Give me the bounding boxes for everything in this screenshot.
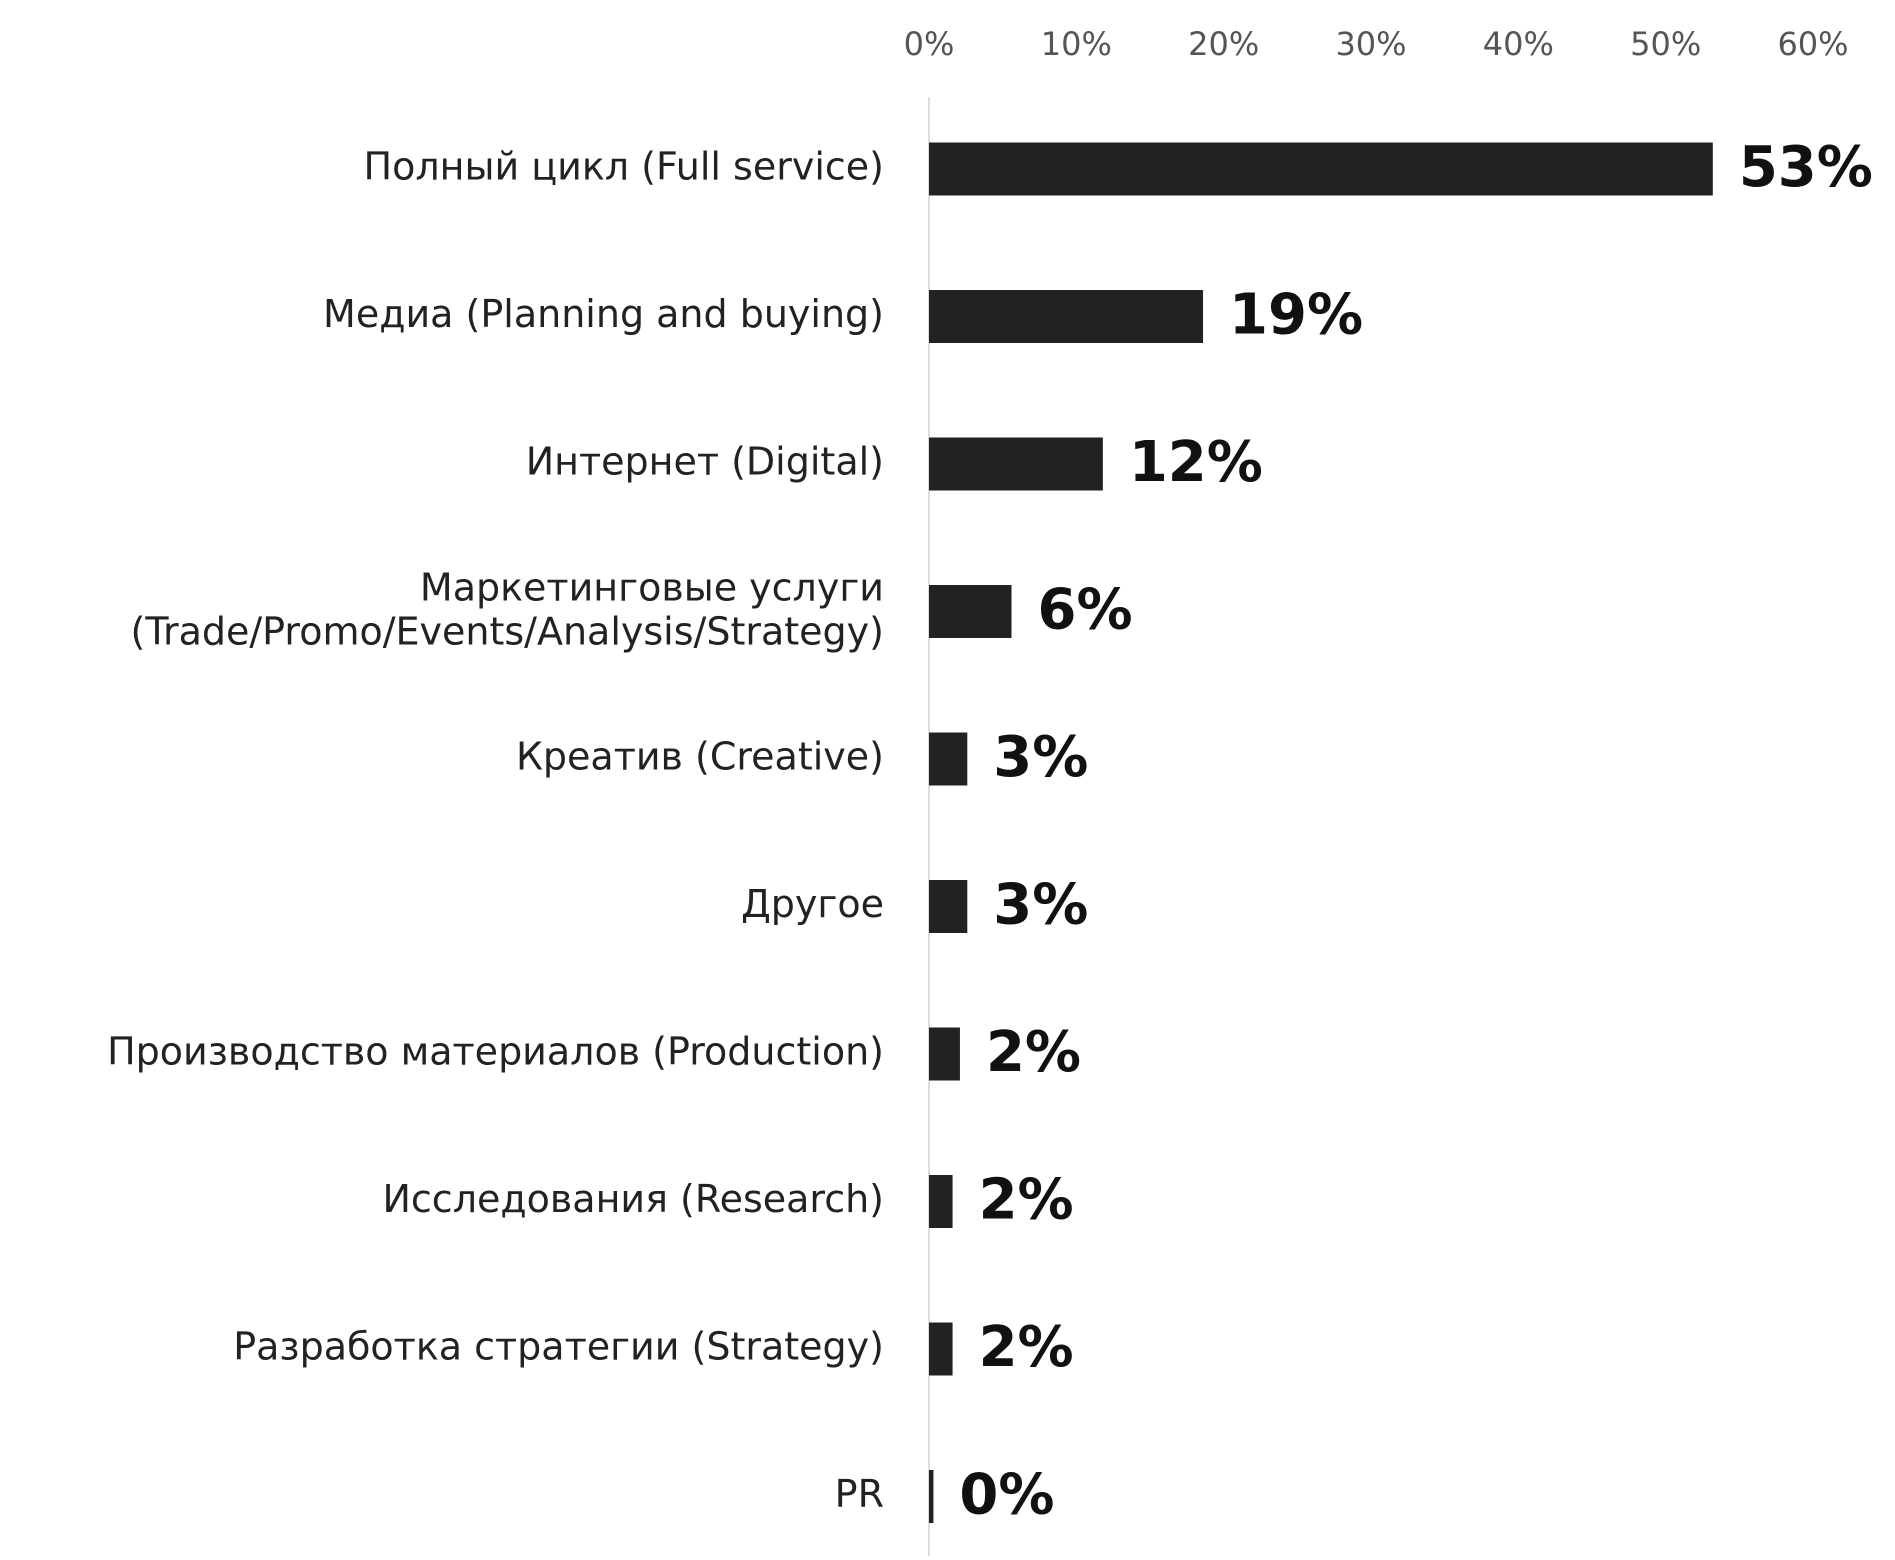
- value-label: 19%: [1229, 283, 1363, 348]
- bar: [929, 437, 1103, 491]
- bar: [929, 1175, 953, 1228]
- x-tick-label: 0%: [904, 25, 955, 63]
- bar: [929, 880, 968, 933]
- bar: [929, 1470, 934, 1523]
- category-label: Разработка стратегии (Strategy): [233, 1325, 884, 1369]
- bar: [929, 290, 1204, 343]
- category-label: Медиа (Planning and buying): [323, 292, 884, 336]
- category-label: Маркетинговые услуги (Trade/Promo/Events/…: [131, 565, 885, 653]
- value-label: 0%: [959, 1463, 1054, 1528]
- bar: [929, 142, 1713, 196]
- value-label: 2%: [986, 1020, 1081, 1085]
- value-label: 12%: [1129, 430, 1263, 495]
- x-tick-label: 10%: [1041, 25, 1112, 63]
- x-tick-label: 30%: [1335, 25, 1406, 63]
- bar: [929, 585, 1012, 638]
- x-tick-label: 60%: [1777, 25, 1848, 63]
- x-tick-label: 50%: [1630, 25, 1701, 63]
- bar: [929, 1027, 960, 1081]
- category-label: Креатив (Creative): [516, 735, 884, 779]
- value-label: 2%: [979, 1315, 1074, 1380]
- value-label: 3%: [993, 873, 1088, 938]
- x-tick-label: 20%: [1188, 25, 1259, 63]
- bar: [929, 1322, 953, 1376]
- value-label: 53%: [1739, 135, 1873, 200]
- value-label: 2%: [979, 1168, 1074, 1233]
- category-label: Производство материалов (Production): [107, 1030, 884, 1074]
- value-label: 3%: [993, 725, 1088, 790]
- category-label: Исследования (Research): [382, 1177, 884, 1221]
- category-label: PR: [835, 1472, 884, 1516]
- x-tick-label: 40%: [1483, 25, 1554, 63]
- category-label: Полный цикл (Full service): [364, 145, 884, 189]
- bar: [929, 732, 968, 786]
- value-label: 6%: [1038, 578, 1133, 643]
- category-label: Другое: [741, 882, 884, 926]
- category-label: Интернет (Digital): [526, 440, 884, 484]
